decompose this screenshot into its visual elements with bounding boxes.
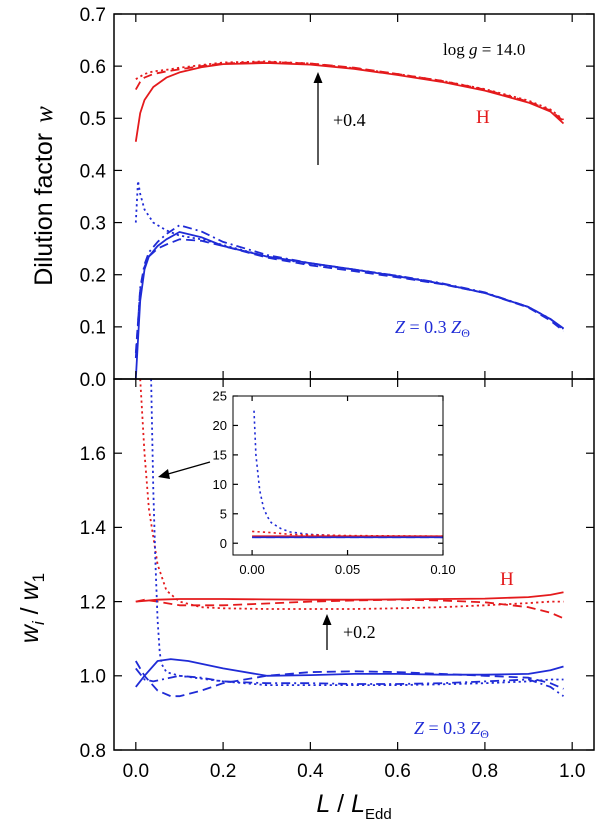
inset-x-tick-label: 0.05: [335, 562, 360, 577]
top-ticks: [114, 13, 594, 380]
top-y-tick-label: 0.3: [80, 213, 106, 234]
top-y-tick-label: 0.6: [80, 57, 106, 78]
inset-pointer-arrow: [167, 461, 211, 475]
bottom-y-tick-labels: 0.8 1.0 1.2 1.4 1.6: [80, 444, 107, 762]
bottom-h-label: H: [500, 569, 514, 590]
logg-annotation: log g = 14.0: [443, 40, 525, 59]
bottom-frame: [113, 378, 595, 751]
bottom-series: [135, 378, 565, 698]
bottom-z-label: Z = 0.3 ZΘ: [414, 718, 489, 741]
inset-y-tick-label: 0: [220, 536, 227, 551]
top-y-tick-label: 0.7: [80, 5, 106, 26]
bottom-x-tick-label: 0.2: [210, 761, 236, 782]
bottom-x-tick-label: 0.4: [297, 761, 324, 782]
bottom-offset-arrowhead: [322, 614, 332, 625]
top-y-tick-label: 0.2: [80, 266, 106, 287]
bottom-x-tick-labels: 0.0 0.2 0.4 0.6 0.8 1.0: [123, 761, 586, 782]
bottom-x-tick-label: 1.0: [559, 761, 585, 782]
top-series: [134, 60, 565, 380]
bottom-ticks: [114, 379, 594, 751]
inset-y-tick-label: 25: [213, 389, 227, 404]
inset-y-tick-label: 15: [213, 448, 227, 463]
inset-series: [252, 410, 444, 539]
inset-plot: 0 5 10 15 20 25 0.00 0.05 0.10: [213, 389, 456, 577]
bottom-x-tick-label: 0.6: [384, 761, 410, 782]
top-y-axis-title: Dilution factorw: [30, 106, 58, 286]
x-axis-title: L / LEdd: [316, 790, 391, 823]
bottom-series-z-dashed: [135, 660, 564, 698]
bottom-y-tick-label: 1.6: [80, 444, 106, 465]
bottom-y-tick-label: 1.0: [80, 667, 106, 688]
bottom-y-tick-label: 1.4: [80, 518, 107, 539]
top-series-z-solid: [134, 231, 565, 380]
bottom-y-tick-label: 1.2: [80, 592, 106, 613]
top-series-h-solid: [134, 62, 565, 142]
top-z-label: Z = 0.3 ZΘ: [395, 317, 470, 340]
top-series-h-dashed: [135, 61, 565, 122]
top-y-tick-label: 0.5: [80, 109, 106, 130]
bottom-y-tick-label: 0.8: [80, 741, 106, 762]
bottom-series-z-solid: [135, 658, 564, 688]
bottom-panel: 0.8 1.0 1.2 1.4 1.6 0.0 0.2 0.4 0.6 0.8 1.0 wi / …: [16, 378, 595, 823]
inset-x-tick-label: 0.00: [239, 562, 264, 577]
inset-y-tick-labels: 0 5 10 15 20 25: [213, 389, 227, 551]
bottom-y-axis-title: wi / w1: [16, 573, 48, 643]
bottom-offset-label: +0.2: [343, 622, 376, 642]
inset-pointer-arrowhead: [158, 469, 170, 479]
inset-frame: [232, 395, 444, 556]
inset-x-tick-label: 0.10: [430, 562, 455, 577]
inset-series-z-dotted: [253, 410, 444, 539]
inset-y-tick-label: 20: [213, 418, 227, 433]
top-offset-label: +0.4: [333, 110, 366, 130]
top-series-z-dashed: [134, 238, 565, 353]
inset-ticks: [233, 395, 444, 555]
inset-y-tick-label: 5: [220, 506, 227, 521]
top-y-tick-label: 0.1: [80, 318, 106, 339]
bottom-x-tick-label: 0.8: [472, 761, 498, 782]
top-y-tick-label: 0.0: [80, 370, 106, 391]
top-series-z-dotted: [134, 180, 565, 330]
top-panel: 0.0 0.1 0.2 0.3 0.4 0.5 0.6 0.7 Dilution factor…: [30, 5, 595, 391]
bottom-series-z-dash-dot: [135, 667, 565, 697]
top-h-label: H: [476, 107, 490, 128]
bottom-series-h-dashed: [135, 598, 564, 620]
bottom-x-tick-label: 0.0: [123, 761, 149, 782]
top-series-z-dash-dot: [134, 224, 565, 359]
bottom-series-h-dotted: [139, 378, 564, 610]
top-series-h-dotted: [135, 60, 565, 121]
top-offset-arrowhead: [313, 72, 323, 83]
top-y-tick-labels: 0.0 0.1 0.2 0.3 0.4 0.5 0.6 0.7: [80, 5, 107, 391]
inset-series-h-dotted: [252, 530, 444, 537]
top-y-tick-label: 0.4: [80, 161, 107, 182]
bottom-series-z-dotted: [150, 378, 564, 686]
inset-y-tick-label: 10: [213, 477, 227, 492]
inset-x-tick-labels: 0.00 0.05 0.10: [239, 562, 455, 577]
